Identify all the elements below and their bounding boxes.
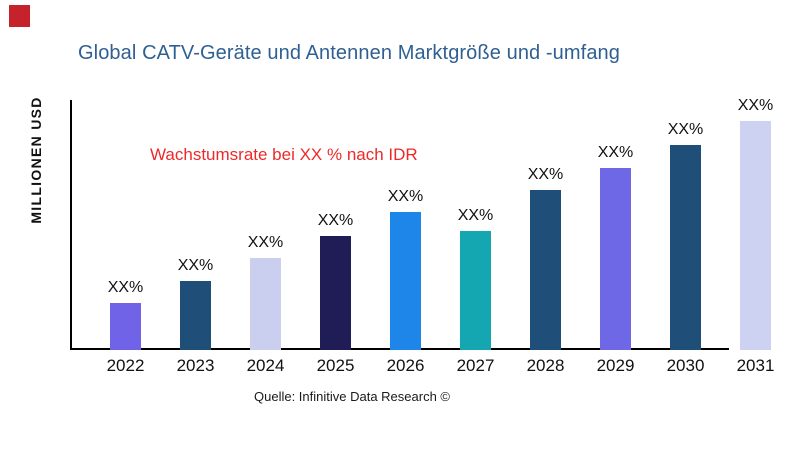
y-axis-line bbox=[70, 100, 72, 350]
bar-2031 bbox=[740, 121, 771, 350]
bar-2024 bbox=[250, 258, 281, 350]
bar-2022 bbox=[110, 303, 141, 350]
bar-value-label-2030: XX% bbox=[667, 121, 704, 138]
bar-value-label-2025: XX% bbox=[317, 212, 354, 229]
brand-logo-mark bbox=[9, 5, 30, 27]
x-tick-2027: 2027 bbox=[456, 356, 495, 375]
y-axis-label: MILLIONEN USD bbox=[28, 96, 44, 224]
bar-value-label-2031: XX% bbox=[737, 97, 774, 114]
x-tick-2026: 2026 bbox=[386, 356, 425, 375]
bar-2028 bbox=[530, 190, 561, 350]
growth-rate-annotation: Wachstumsrate bei XX % nach IDR bbox=[150, 145, 418, 164]
bar-2026 bbox=[390, 212, 421, 350]
bar-value-label-2029: XX% bbox=[597, 144, 634, 161]
bar-value-label-2028: XX% bbox=[527, 166, 564, 183]
x-tick-2023: 2023 bbox=[176, 356, 215, 375]
bar-value-label-2022: XX% bbox=[107, 279, 144, 296]
x-tick-2031: 2031 bbox=[736, 356, 775, 375]
x-tick-2022: 2022 bbox=[106, 356, 145, 375]
bar-2023 bbox=[180, 281, 211, 350]
bar-2030 bbox=[670, 145, 701, 350]
source-credit: Quelle: Infinitive Data Research © bbox=[253, 389, 451, 404]
x-tick-2025: 2025 bbox=[316, 356, 355, 375]
bar-2027 bbox=[460, 231, 491, 350]
x-tick-2030: 2030 bbox=[666, 356, 705, 375]
bar-value-label-2024: XX% bbox=[247, 234, 284, 251]
chart-title: Global CATV-Geräte und Antennen Marktgrö… bbox=[78, 42, 620, 64]
x-tick-2028: 2028 bbox=[526, 356, 565, 375]
bar-2029 bbox=[600, 168, 631, 350]
bar-value-label-2026: XX% bbox=[387, 188, 424, 205]
x-tick-2024: 2024 bbox=[246, 356, 285, 375]
bar-value-label-2023: XX% bbox=[177, 257, 214, 274]
bar-2025 bbox=[320, 236, 351, 350]
x-tick-2029: 2029 bbox=[596, 356, 635, 375]
bar-value-label-2027: XX% bbox=[457, 207, 494, 224]
